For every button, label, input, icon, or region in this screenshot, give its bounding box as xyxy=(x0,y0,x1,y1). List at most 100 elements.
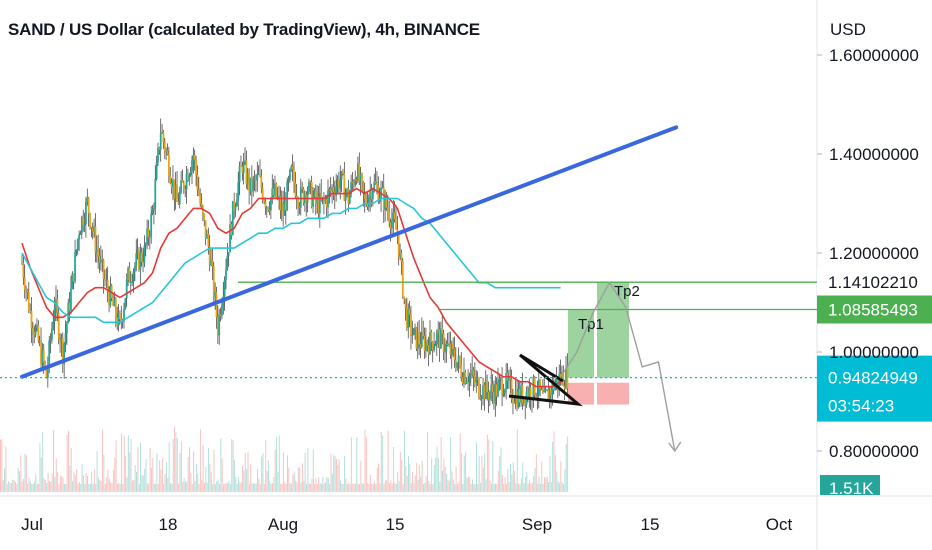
volume-bar xyxy=(474,483,476,492)
candle-body xyxy=(267,207,270,210)
candle-body xyxy=(435,333,438,344)
loss-zone xyxy=(568,382,594,405)
volume-bar xyxy=(523,483,525,492)
candle-body xyxy=(316,196,319,204)
volume-bar xyxy=(179,452,181,492)
candle-body xyxy=(23,277,26,290)
volume-bar xyxy=(510,463,511,492)
candle-body xyxy=(453,348,456,361)
volume-bar xyxy=(360,460,362,492)
volume-bar xyxy=(499,455,501,492)
candle-body xyxy=(131,281,134,283)
volume-tag-label: 1.51K xyxy=(829,479,874,498)
volume-bar xyxy=(431,458,433,492)
volume-bar xyxy=(383,483,385,492)
candle-body xyxy=(370,189,373,200)
volume-bar xyxy=(524,476,526,492)
candle-body xyxy=(161,132,163,134)
candle-body xyxy=(163,141,166,152)
volume-bar xyxy=(439,481,441,492)
volume-bar xyxy=(530,483,532,492)
volume-bar xyxy=(89,483,91,492)
volume-bar xyxy=(118,483,120,492)
volume-bar xyxy=(312,449,314,492)
candle-body xyxy=(180,180,183,193)
candle-body xyxy=(438,329,441,349)
volume-bar xyxy=(8,481,10,492)
candle-body xyxy=(89,213,91,228)
candle-body xyxy=(114,299,117,318)
candle-body xyxy=(366,203,369,207)
volume-bar xyxy=(107,469,109,492)
candle-body xyxy=(335,186,338,196)
volume-bar xyxy=(38,483,40,492)
volume-bar xyxy=(354,483,356,492)
volume-bar xyxy=(417,480,419,492)
candle-body xyxy=(197,189,200,195)
candle-body xyxy=(135,253,138,266)
candle-body xyxy=(63,343,66,365)
volume-bar xyxy=(44,479,46,492)
volume-bar xyxy=(46,482,48,492)
candle-body xyxy=(199,194,202,204)
candle-body xyxy=(410,314,412,336)
candle-body xyxy=(347,188,350,204)
candle-body xyxy=(252,178,255,192)
candle-body xyxy=(25,289,27,291)
volume-bar xyxy=(180,441,182,492)
candle-body xyxy=(94,226,97,253)
volume-bar xyxy=(484,453,486,492)
volume-bar xyxy=(390,480,392,492)
candle-body xyxy=(543,389,546,393)
candle-body xyxy=(522,396,525,404)
volume-bar xyxy=(116,483,118,492)
candle-body xyxy=(386,207,389,212)
candle-body xyxy=(159,133,162,150)
volume-tag xyxy=(820,475,880,495)
candle-body xyxy=(299,186,302,208)
volume-bar xyxy=(387,430,389,492)
volume-bar xyxy=(408,455,409,492)
volume-bar xyxy=(187,456,189,492)
candle-body xyxy=(40,341,42,365)
candle-body xyxy=(250,177,253,192)
volume-bar xyxy=(465,451,467,492)
volume-bars xyxy=(0,426,569,492)
volume-bar xyxy=(334,456,336,492)
volume-bar xyxy=(481,455,483,492)
candle-body xyxy=(313,190,316,197)
candle-body xyxy=(294,182,297,197)
volume-bar xyxy=(447,479,449,492)
moving-average-1 xyxy=(21,187,562,388)
candle-body xyxy=(302,188,305,203)
candle-body xyxy=(389,222,392,229)
candle-body xyxy=(33,331,36,335)
candle-body xyxy=(310,181,313,207)
volume-bar xyxy=(401,459,403,492)
candle-body xyxy=(520,385,523,403)
candle-body xyxy=(309,181,312,183)
candle-body xyxy=(497,381,499,397)
volume-bar xyxy=(96,451,98,492)
volume-bar xyxy=(220,438,222,492)
volume-bar xyxy=(195,463,197,492)
candle-body xyxy=(143,245,146,264)
volume-bar xyxy=(153,483,155,492)
volume-bar xyxy=(402,483,404,492)
candle-body xyxy=(454,360,457,369)
volume-bar xyxy=(189,447,191,492)
chart-title: SAND / US Dollar (calculated by TradingV… xyxy=(8,20,480,39)
candle-body xyxy=(350,182,353,194)
volume-bar xyxy=(210,472,212,492)
volume-bar xyxy=(2,479,4,492)
volume-bar xyxy=(466,477,468,492)
candle-body xyxy=(263,199,265,202)
volume-bar xyxy=(427,432,429,492)
volume-bar xyxy=(19,471,21,492)
candle-body xyxy=(231,201,234,236)
candle-body xyxy=(293,169,295,183)
candle-body xyxy=(422,331,425,337)
candle-body xyxy=(399,252,401,257)
candle-body xyxy=(328,188,331,191)
